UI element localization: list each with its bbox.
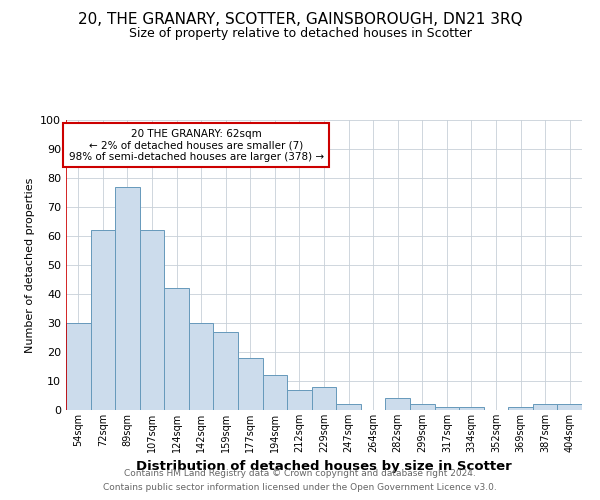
- Bar: [66, 323, 91, 410]
- Bar: [385, 398, 410, 410]
- Bar: [508, 407, 533, 410]
- Bar: [434, 407, 459, 410]
- Bar: [140, 230, 164, 410]
- Text: 20, THE GRANARY, SCOTTER, GAINSBOROUGH, DN21 3RQ: 20, THE GRANARY, SCOTTER, GAINSBOROUGH, …: [77, 12, 523, 28]
- Bar: [238, 358, 263, 410]
- X-axis label: Distribution of detached houses by size in Scotter: Distribution of detached houses by size …: [136, 460, 512, 473]
- Bar: [115, 186, 140, 410]
- Bar: [263, 375, 287, 410]
- Text: Contains HM Land Registry data © Crown copyright and database right 2024.: Contains HM Land Registry data © Crown c…: [124, 468, 476, 477]
- Bar: [533, 404, 557, 410]
- Text: 20 THE GRANARY: 62sqm
← 2% of detached houses are smaller (7)
98% of semi-detach: 20 THE GRANARY: 62sqm ← 2% of detached h…: [68, 128, 324, 162]
- Bar: [557, 404, 582, 410]
- Text: Contains public sector information licensed under the Open Government Licence v3: Contains public sector information licen…: [103, 484, 497, 492]
- Bar: [287, 390, 312, 410]
- Bar: [459, 407, 484, 410]
- Bar: [164, 288, 189, 410]
- Bar: [312, 387, 336, 410]
- Bar: [214, 332, 238, 410]
- Y-axis label: Number of detached properties: Number of detached properties: [25, 178, 35, 352]
- Bar: [91, 230, 115, 410]
- Bar: [336, 404, 361, 410]
- Bar: [189, 323, 214, 410]
- Text: Size of property relative to detached houses in Scotter: Size of property relative to detached ho…: [128, 28, 472, 40]
- Bar: [410, 404, 434, 410]
